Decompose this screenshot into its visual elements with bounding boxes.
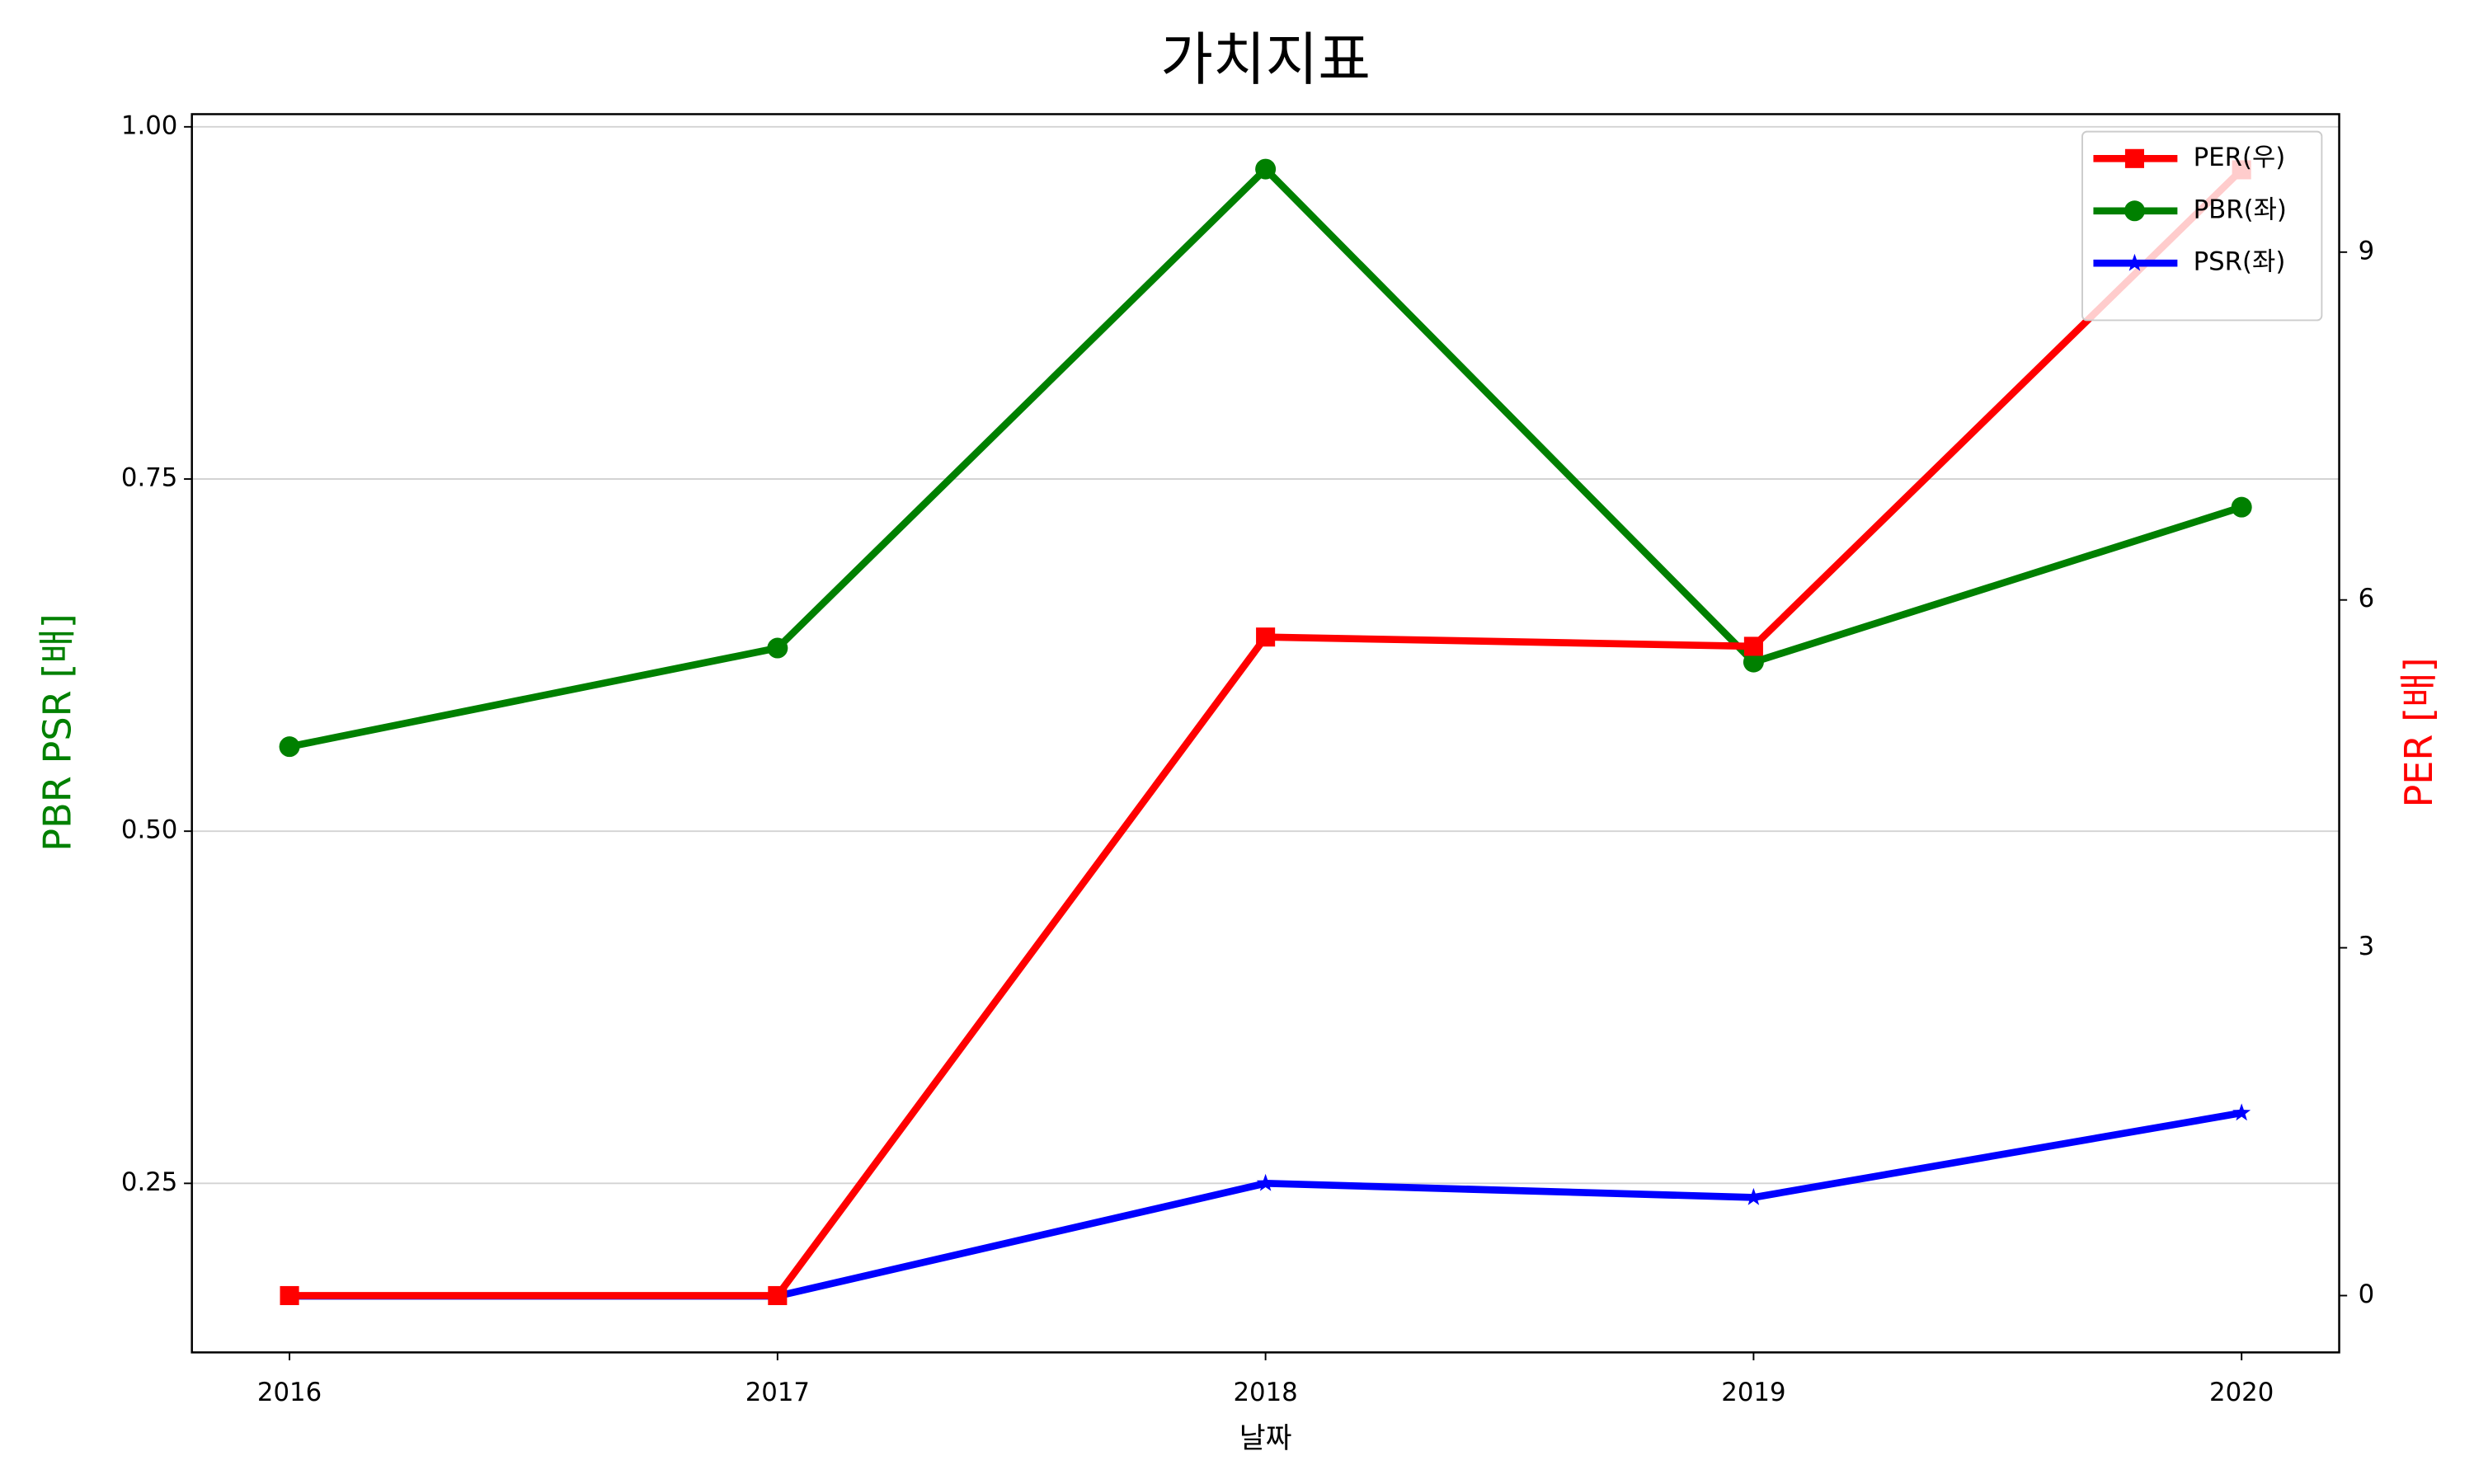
- legend-label: PER(우): [2194, 143, 2286, 172]
- marker: [1743, 636, 1763, 656]
- marker: [1255, 158, 1277, 180]
- marker: [2231, 496, 2252, 518]
- marker: [1256, 627, 1276, 647]
- y-tick-label: 0.75: [121, 463, 177, 493]
- x-axis-label: 날짜: [1239, 1422, 1292, 1455]
- series-line: [289, 167, 2245, 1299]
- x-tick-label: 2017: [745, 1378, 810, 1407]
- y2-tick-label: 6: [2359, 584, 2375, 613]
- chart-title: 가치지표: [1160, 27, 1371, 93]
- y-tick-label: 1.00: [121, 110, 177, 140]
- y2-tick-label: 0: [2359, 1280, 2375, 1309]
- x-tick-label: 2018: [1233, 1378, 1297, 1407]
- plot-frame: [190, 113, 2340, 1354]
- marker: [1743, 651, 1764, 673]
- legend-marker: [2124, 148, 2144, 168]
- y-axis-label: PBR PSR [배]: [35, 613, 80, 852]
- legend-marker: [2125, 253, 2144, 271]
- legend-label: PSR(좌): [2194, 247, 2286, 277]
- marker: [768, 1285, 788, 1306]
- marker: [1256, 1173, 1275, 1191]
- y2-axis-label: PER [배]: [2396, 657, 2441, 807]
- legend-label: PBR(좌): [2194, 195, 2287, 224]
- x-tick-label: 2016: [257, 1378, 322, 1407]
- y2-tick-label: 9: [2359, 236, 2375, 265]
- legend-marker: [2124, 200, 2145, 222]
- series-line: [289, 1109, 2242, 1300]
- marker: [1744, 1187, 1763, 1205]
- y-tick-label: 0.50: [121, 815, 177, 845]
- marker: [280, 1285, 299, 1306]
- y2-tick-label: 3: [2359, 932, 2375, 961]
- marker: [2232, 1103, 2251, 1121]
- x-tick-label: 2020: [2209, 1378, 2274, 1407]
- marker: [279, 736, 300, 758]
- marker: [767, 637, 788, 659]
- legend-box: [2081, 130, 2323, 322]
- x-tick-label: 2019: [1721, 1378, 1785, 1407]
- y-tick-label: 0.25: [121, 1167, 177, 1197]
